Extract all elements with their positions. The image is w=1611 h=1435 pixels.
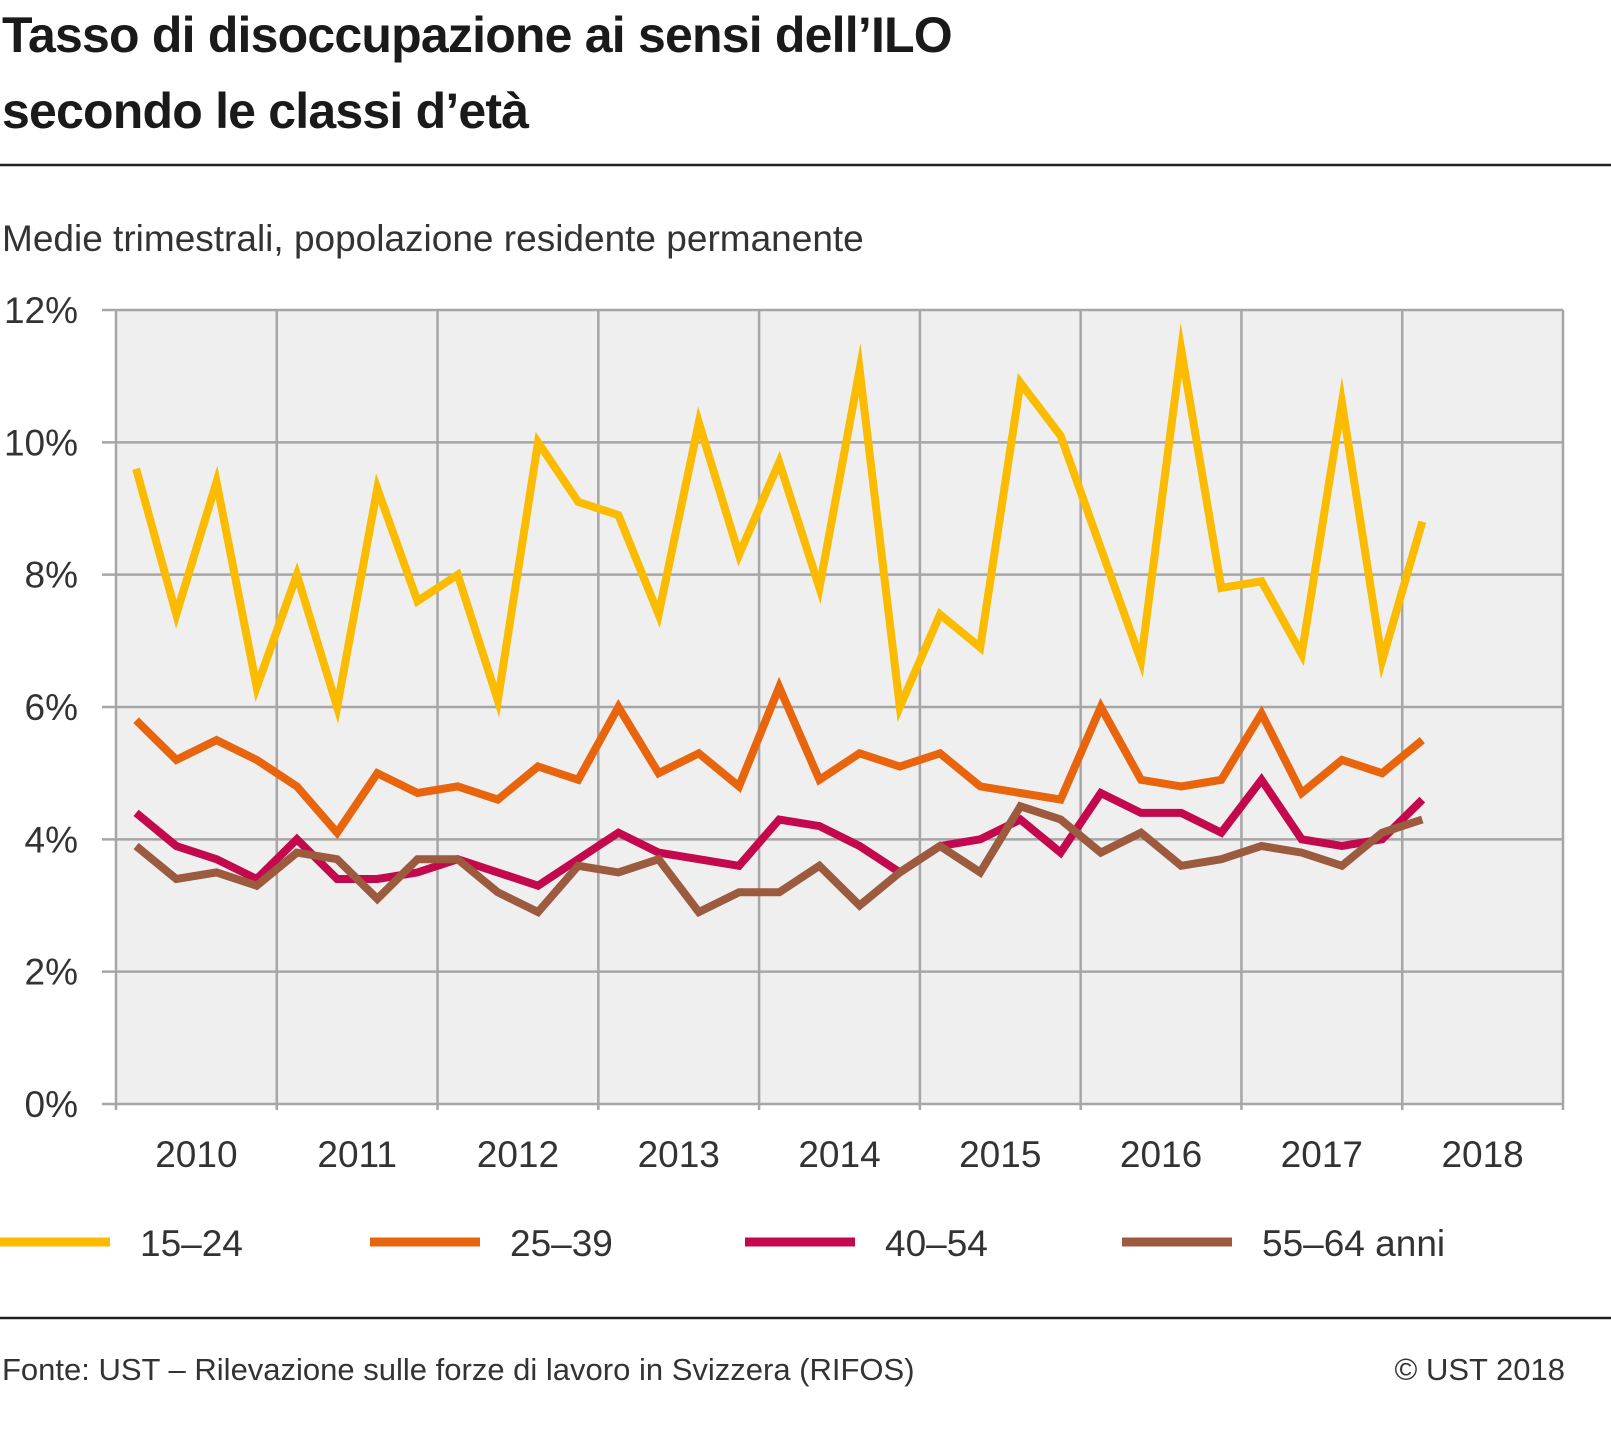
x-tick-label: 2010 <box>155 1134 237 1175</box>
x-tick-label: 2012 <box>477 1134 559 1175</box>
chart-title-line-1: Tasso di disoccupazione ai sensi dell’IL… <box>2 7 952 63</box>
y-tick-label: 12% <box>4 290 78 331</box>
y-tick-label: 10% <box>4 422 78 463</box>
series-line-2 <box>133 772 1426 891</box>
series-line-3 <box>133 801 1424 918</box>
legend-label: 15–24 <box>140 1223 243 1264</box>
legend-label: 55–64 anni <box>1262 1223 1445 1264</box>
copyright: © UST 2018 <box>1395 1352 1565 1387</box>
y-tick-label: 6% <box>25 687 78 728</box>
legend-label: 25–39 <box>510 1223 613 1264</box>
x-tick-label: 2013 <box>638 1134 720 1175</box>
x-tick-label: 2014 <box>798 1134 880 1175</box>
y-tick-label: 4% <box>25 819 78 860</box>
x-tick-label: 2016 <box>1120 1134 1202 1175</box>
y-tick-label: 8% <box>25 555 78 596</box>
legend: 15–24 25–39 40–54 55–64 anni <box>0 1223 1445 1264</box>
x-tick-label: 2017 <box>1281 1134 1363 1175</box>
source-note: Fonte: UST – Rilevazione sulle forze di … <box>2 1352 915 1387</box>
x-axis-ticks: 2010 2011 2012 2013 2014 2015 2016 2017 2018 <box>155 1134 1524 1175</box>
chart-title-line-2: secondo le classi d’età <box>2 83 529 139</box>
series-line-1 <box>133 676 1425 840</box>
legend-label: 40–54 <box>885 1223 988 1264</box>
x-tick-label: 2015 <box>959 1134 1041 1175</box>
y-axis-ticks: 0% 2% 4% 6% 8% 10% 12% <box>4 290 78 1125</box>
x-tick-label: 2018 <box>1441 1134 1523 1175</box>
y-tick-label: 2% <box>25 952 78 993</box>
series-lines <box>132 322 1427 918</box>
chart-subtitle: Medie trimestrali, popolazione residente… <box>2 218 864 259</box>
x-tick-label: 2011 <box>317 1134 397 1175</box>
y-tick-label: 0% <box>25 1084 78 1125</box>
series-line-0 <box>132 322 1427 724</box>
gridlines <box>102 308 1565 1110</box>
